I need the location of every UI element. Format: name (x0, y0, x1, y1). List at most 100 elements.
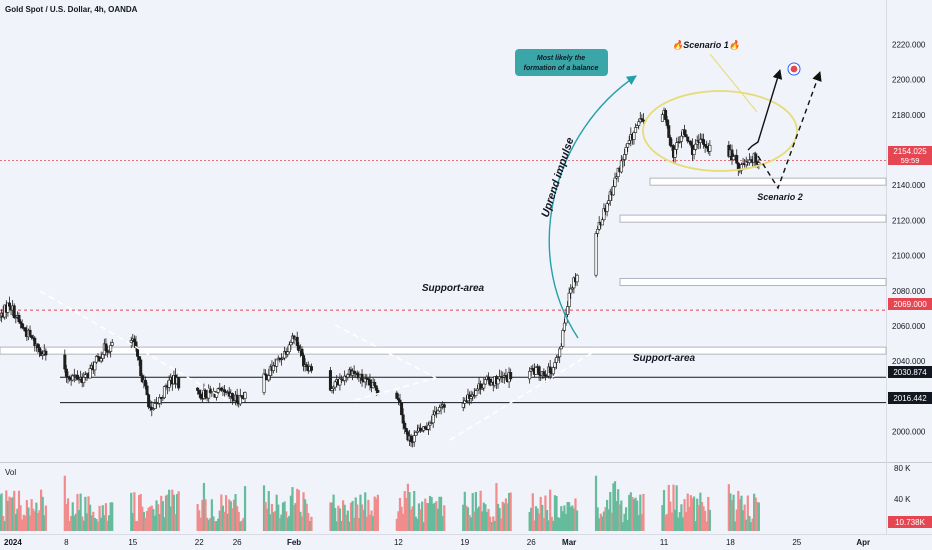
support-zone[interactable] (649, 177, 887, 186)
volume-bar (438, 496, 441, 531)
volume-bar (198, 510, 201, 531)
candle-body (139, 359, 143, 376)
support-area-label-top: Support-area (422, 283, 485, 294)
volume-bar (640, 513, 643, 531)
level-badge-2069[interactable]: 2069.000 (888, 298, 932, 310)
volume-bar (294, 502, 297, 531)
candle-body (109, 345, 113, 352)
y-tick-label: 2140.000 (892, 181, 926, 190)
level-badge-2016[interactable]: 2016.442 (888, 392, 932, 404)
volume-bar (465, 505, 468, 531)
candle-body (272, 365, 276, 371)
candle-body (38, 347, 42, 352)
candle-body (412, 435, 416, 443)
volume-bar (419, 509, 422, 531)
candle-body (143, 379, 147, 387)
volume-bar (273, 511, 277, 531)
target-icon[interactable] (787, 62, 801, 76)
volume-bar (561, 511, 564, 531)
volume-bar (364, 492, 367, 531)
candle-body (559, 345, 563, 350)
volume-bar (500, 518, 503, 531)
volume-bar (664, 515, 667, 531)
callout-box[interactable] (515, 49, 608, 76)
volume-bar (563, 505, 566, 531)
volume-bar (139, 494, 142, 531)
volume-bar (732, 494, 735, 531)
level-badge-2030[interactable]: 2030.874 (888, 366, 932, 378)
volume-bar (598, 518, 601, 531)
candle-body (7, 302, 11, 307)
candle-body (428, 422, 432, 426)
volume-bar (424, 498, 427, 531)
candle-body (689, 141, 693, 146)
candle-body (404, 428, 408, 433)
volume-bar (155, 500, 158, 531)
last-price-badge[interactable]: 2154.025 59:59 (888, 146, 932, 165)
volume-bar (281, 502, 285, 531)
volume-bar (489, 516, 492, 531)
volume-bar (292, 505, 296, 531)
volume-bar (239, 521, 242, 531)
volume-bar (277, 504, 280, 531)
volume-bar (691, 498, 694, 531)
volume-bar (555, 496, 558, 531)
volume-bar (417, 503, 421, 531)
x-tick-label: Mar (562, 538, 576, 547)
volume-bar (199, 517, 202, 531)
volume-bar (433, 502, 436, 531)
support-zone[interactable] (619, 277, 887, 287)
volume-bar (661, 505, 664, 531)
candle-body (17, 314, 21, 322)
volume-bar (373, 496, 376, 531)
volume-bar (362, 509, 365, 531)
volume-bar (76, 493, 79, 531)
volume-bar (172, 494, 176, 531)
volume-bar (2, 515, 5, 531)
candle-body (558, 348, 562, 358)
candle-body (395, 392, 399, 399)
volume-bar (353, 517, 356, 531)
volume-bar (24, 515, 27, 531)
volume-bar (171, 489, 174, 531)
volume-bar (202, 482, 206, 531)
volume-bar (85, 513, 89, 531)
volume-bar (575, 510, 579, 531)
candle-body (423, 426, 427, 430)
candle-body (436, 410, 440, 415)
volume-bar (351, 500, 354, 531)
volume-bar (536, 508, 539, 531)
volume-bar (544, 495, 547, 531)
volume-bar (66, 498, 70, 531)
support-zone[interactable] (619, 214, 887, 223)
volume-bar (217, 518, 220, 531)
volume-bar (237, 511, 240, 531)
volume-bar (13, 490, 16, 531)
candle-body (686, 136, 690, 142)
volume-bar (130, 492, 133, 531)
support-zone[interactable] (0, 346, 887, 355)
volume-bar (463, 491, 466, 531)
volume-bar (174, 514, 177, 531)
volume-bar (27, 507, 30, 531)
price-pane[interactable] (0, 0, 886, 462)
x-tick-label: 25 (792, 538, 801, 547)
volume-bar (100, 517, 103, 531)
volume-bar (299, 511, 302, 531)
candle-body (197, 390, 201, 395)
volume-bar (278, 518, 281, 531)
volume-bar (32, 508, 35, 531)
volume-bar (704, 510, 707, 531)
volume-bar (686, 493, 689, 531)
volume-bar (90, 515, 93, 531)
volume-bar (689, 495, 692, 531)
volume-bar (77, 509, 81, 531)
volume-bar (229, 501, 232, 531)
volume-label: Vol (5, 468, 16, 477)
volume-bar (496, 503, 500, 531)
volume-bar (223, 511, 226, 531)
volume-value-badge[interactable]: 10.738K (888, 516, 932, 528)
volume-bar (504, 498, 508, 531)
